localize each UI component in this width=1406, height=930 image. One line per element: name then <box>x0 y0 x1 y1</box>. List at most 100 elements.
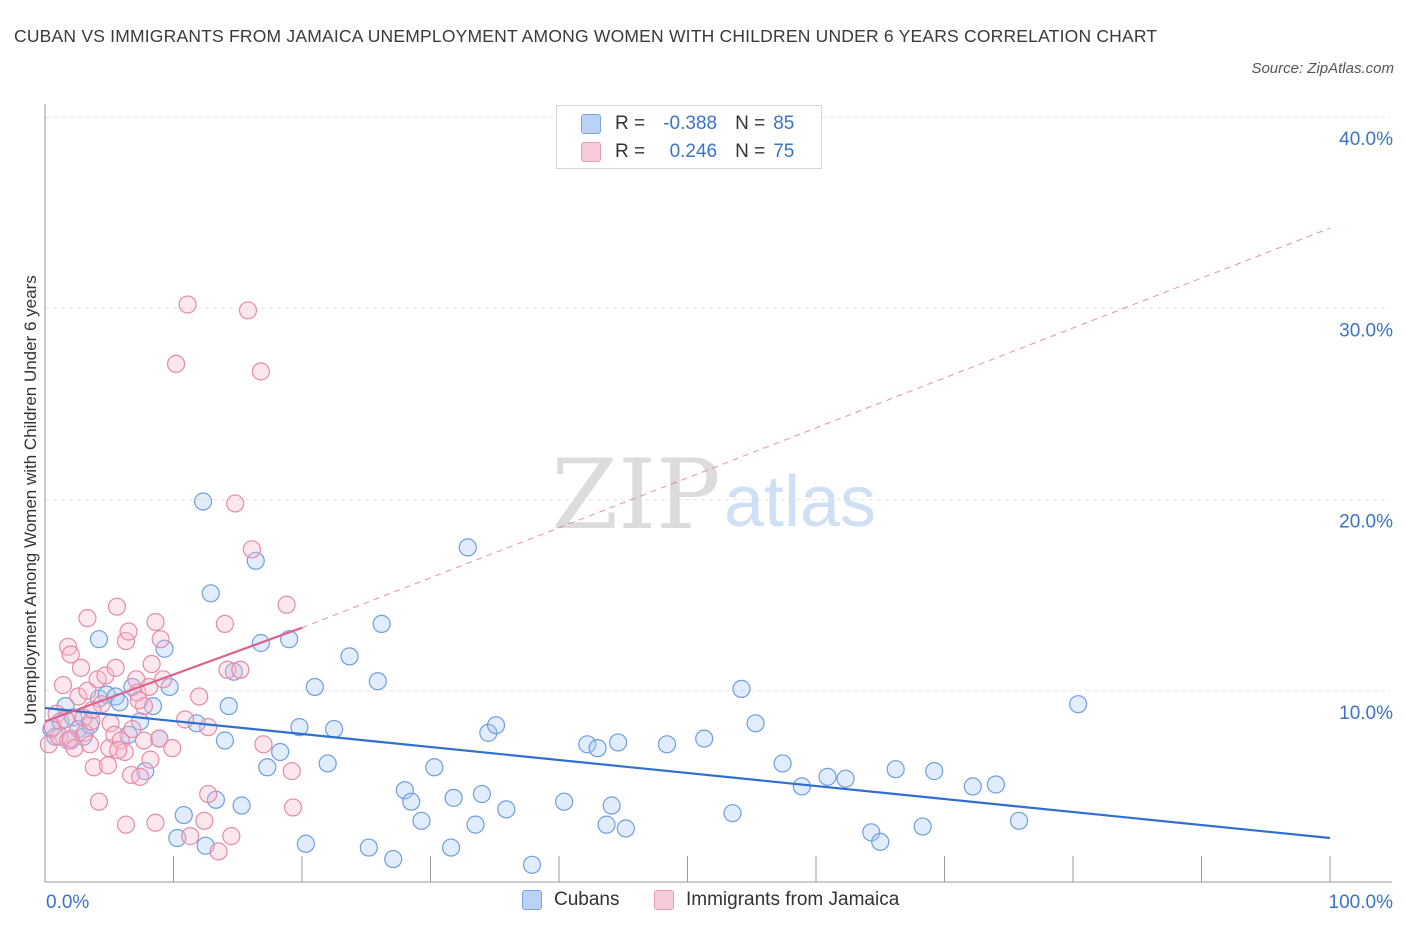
jamaica-point <box>84 758 103 777</box>
legend-item-jamaica[interactable]: Immigrants from Jamaica <box>654 889 899 911</box>
jamaica-point <box>75 723 94 742</box>
cuban-point <box>201 584 220 603</box>
correlation-legend: R = -0.388 N = 85 R = 0.246 N = 75 <box>556 105 822 169</box>
x-tick-label: 0.0% <box>46 892 89 913</box>
legend-swatch-jamaica <box>581 142 601 162</box>
cuban-point <box>232 796 251 815</box>
y-tick-label: 10.0% <box>1339 703 1393 724</box>
jamaica-point <box>109 740 128 760</box>
jamaica-point <box>141 750 160 769</box>
cuban-point <box>89 630 109 649</box>
cuban-point <box>425 758 444 777</box>
cuban-point <box>174 805 193 825</box>
legend-r-label: R = <box>615 113 646 134</box>
cuban-point <box>597 815 616 834</box>
cuban-point <box>486 716 506 735</box>
jamaica-point <box>215 614 234 633</box>
cuban-point <box>578 735 597 754</box>
jamaica-point <box>195 811 214 830</box>
jamaica-trend-extension <box>301 227 1331 629</box>
jamaica-point <box>123 719 142 739</box>
cuban-point <box>318 754 337 773</box>
jamaica-point <box>163 739 182 758</box>
cuban-point <box>340 647 359 666</box>
cuban-point <box>224 662 243 681</box>
cuban-point <box>522 855 542 874</box>
cuban-point <box>746 714 765 733</box>
jamaica-point <box>78 609 97 628</box>
jamaica-point <box>175 710 195 729</box>
legend-n-value: 75 <box>773 141 795 162</box>
jamaica-point <box>96 666 115 685</box>
cuban-point <box>657 735 677 754</box>
source-label: Source: ZipAtlas.com <box>1251 60 1394 77</box>
jamaica-point <box>231 660 250 679</box>
legend-r-label: R = <box>615 141 646 162</box>
legend-swatch-cubans <box>522 890 542 910</box>
cuban-point <box>305 677 324 697</box>
y-axis-title: Unemployment Among Women with Children U… <box>21 275 40 724</box>
cuban-point <box>1069 695 1088 714</box>
jamaica-point <box>106 658 125 677</box>
legend-r-value: 0.246 <box>669 141 718 162</box>
legend-row-jamaica: R = 0.246 N = 75 <box>581 139 794 165</box>
watermark-zip: ZIP <box>551 439 720 551</box>
jamaica-point <box>151 630 170 649</box>
cuban-point <box>368 672 387 691</box>
jamaica-point <box>254 735 273 754</box>
cuban-point <box>458 538 477 557</box>
jamaica-point <box>251 362 270 381</box>
x-tick-label: 100.0% <box>1329 892 1394 913</box>
jamaica-point <box>115 742 134 762</box>
y-tick-label: 30.0% <box>1339 320 1393 341</box>
cuban-point <box>963 777 982 796</box>
cuban-point <box>219 696 238 716</box>
cuban-point <box>588 739 607 758</box>
legend-n-label: N = <box>735 141 766 162</box>
jamaica-point <box>178 295 197 314</box>
jamaica-point <box>98 756 118 775</box>
jamaica-point <box>39 735 58 754</box>
cuban-point <box>472 784 491 804</box>
cuban-point <box>602 796 621 815</box>
jamaica-point <box>282 762 301 781</box>
cuban-point <box>792 777 811 796</box>
legend-r-value: -0.388 <box>663 113 718 134</box>
jamaica-point <box>107 597 127 616</box>
jamaica-point <box>238 301 258 320</box>
cuban-point <box>616 819 635 838</box>
cuban-point <box>155 639 174 658</box>
series-legend: Cubans Immigrants from Jamaica <box>0 889 1406 915</box>
cuban-point <box>395 781 414 800</box>
cuban-point <box>913 817 932 836</box>
cuban-point <box>986 775 1006 794</box>
jamaica-point <box>209 842 228 861</box>
cuban-point <box>412 811 431 830</box>
cuban-point <box>290 718 309 737</box>
cuban-point <box>359 838 378 857</box>
jamaica-point <box>78 681 97 700</box>
jamaica-point <box>50 727 69 746</box>
jamaica-point <box>242 540 261 559</box>
cuban-point <box>193 492 213 511</box>
cuban-point <box>925 762 944 781</box>
legend-n-value: 85 <box>773 113 795 134</box>
jamaica-point <box>190 687 209 706</box>
jamaica-point <box>222 827 241 846</box>
jamaica-point <box>199 718 218 737</box>
jamaica-trend-line <box>44 626 303 723</box>
cuban-point <box>871 832 890 851</box>
jamaica-point <box>53 675 73 695</box>
cuban-point <box>479 723 498 742</box>
jamaica-point <box>277 595 296 614</box>
legend-n-label: N = <box>735 113 766 134</box>
legend-item-cubans[interactable]: Cubans <box>522 889 620 911</box>
cuban-point <box>271 742 290 762</box>
legend-label-jamaica: Immigrants from Jamaica <box>686 889 900 910</box>
jamaica-point <box>150 729 169 748</box>
cuban-point <box>1009 811 1029 830</box>
cuban-point <box>246 551 265 570</box>
cuban-point <box>325 719 344 739</box>
jamaica-point <box>134 696 154 716</box>
